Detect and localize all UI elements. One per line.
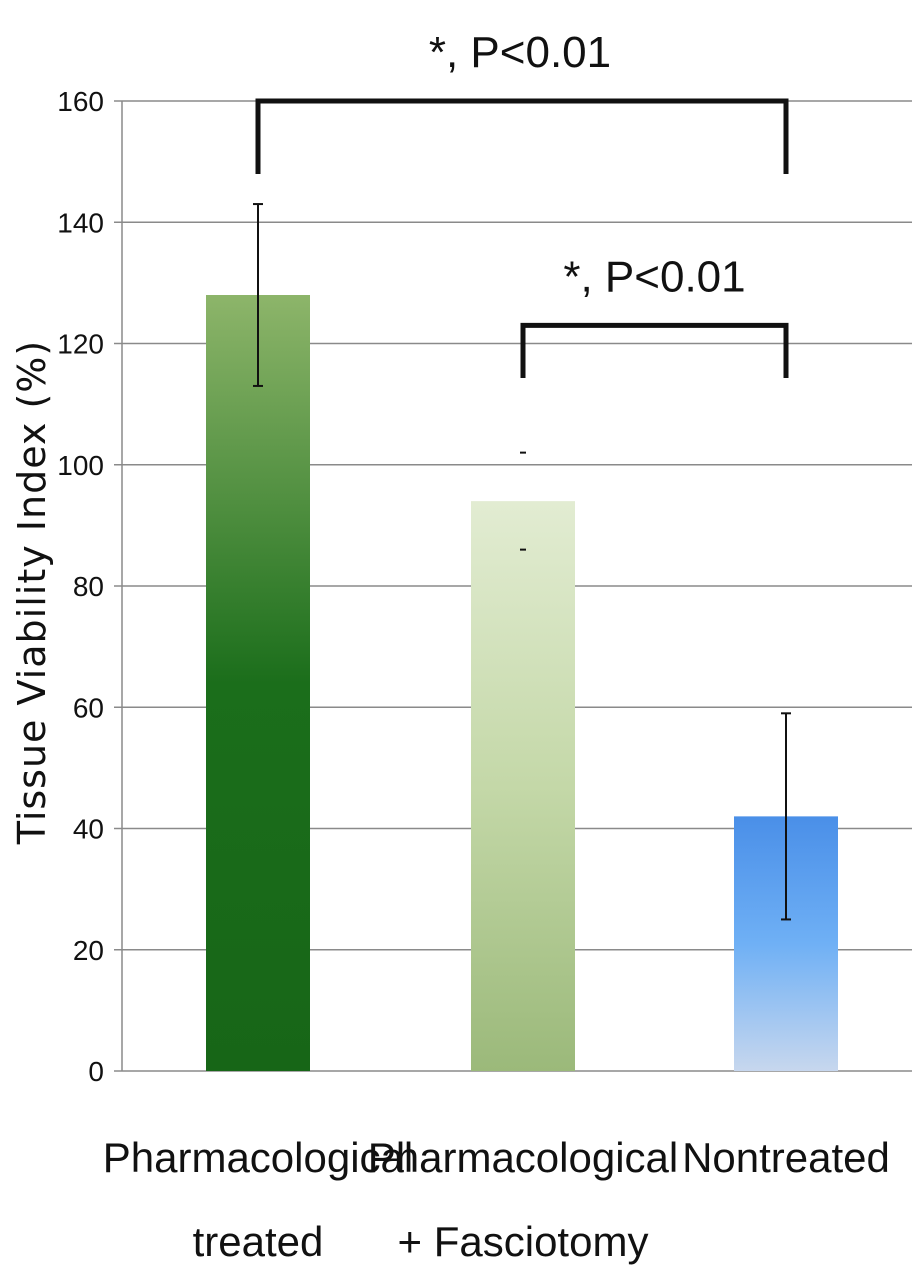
significance-label: *, P<0.01 (563, 252, 745, 301)
bar (206, 295, 310, 1071)
y-tick-label: 20 (73, 935, 104, 966)
y-axis-label: Tissue Viability Index (%) (10, 340, 54, 845)
y-tick-label: 160 (57, 86, 104, 117)
category-label-layer: Pharmacological treated Pharmacological + F… (103, 1134, 890, 1265)
y-tick-label: 80 (73, 571, 104, 602)
y-tick-label: 0 (88, 1056, 104, 1087)
bar (471, 501, 575, 1071)
y-tick-layer: 0 20 40 60 80 100 120 140 160 (57, 86, 104, 1087)
category-label: treated (193, 1218, 324, 1265)
y-tick-label: 60 (73, 692, 104, 723)
y-tick-label: 100 (57, 450, 104, 481)
error-bar-layer (253, 203, 791, 921)
significance-bracket (255, 98, 789, 174)
significance-layer: *, P<0.01 *, P<0.01 (255, 28, 789, 378)
category-label: + Fasciotomy (398, 1218, 649, 1265)
y-tick-label: 120 (57, 329, 104, 360)
y-tick-label: 140 (57, 207, 104, 238)
significance-bracket (520, 322, 789, 378)
category-label: Pharmacological (103, 1134, 414, 1181)
y-tick-label: 40 (73, 814, 104, 845)
bar-layer (206, 295, 838, 1071)
category-label: Nontreated (682, 1134, 890, 1181)
category-label: Pharmacological (368, 1134, 679, 1181)
significance-label: *, P<0.01 (429, 28, 611, 77)
